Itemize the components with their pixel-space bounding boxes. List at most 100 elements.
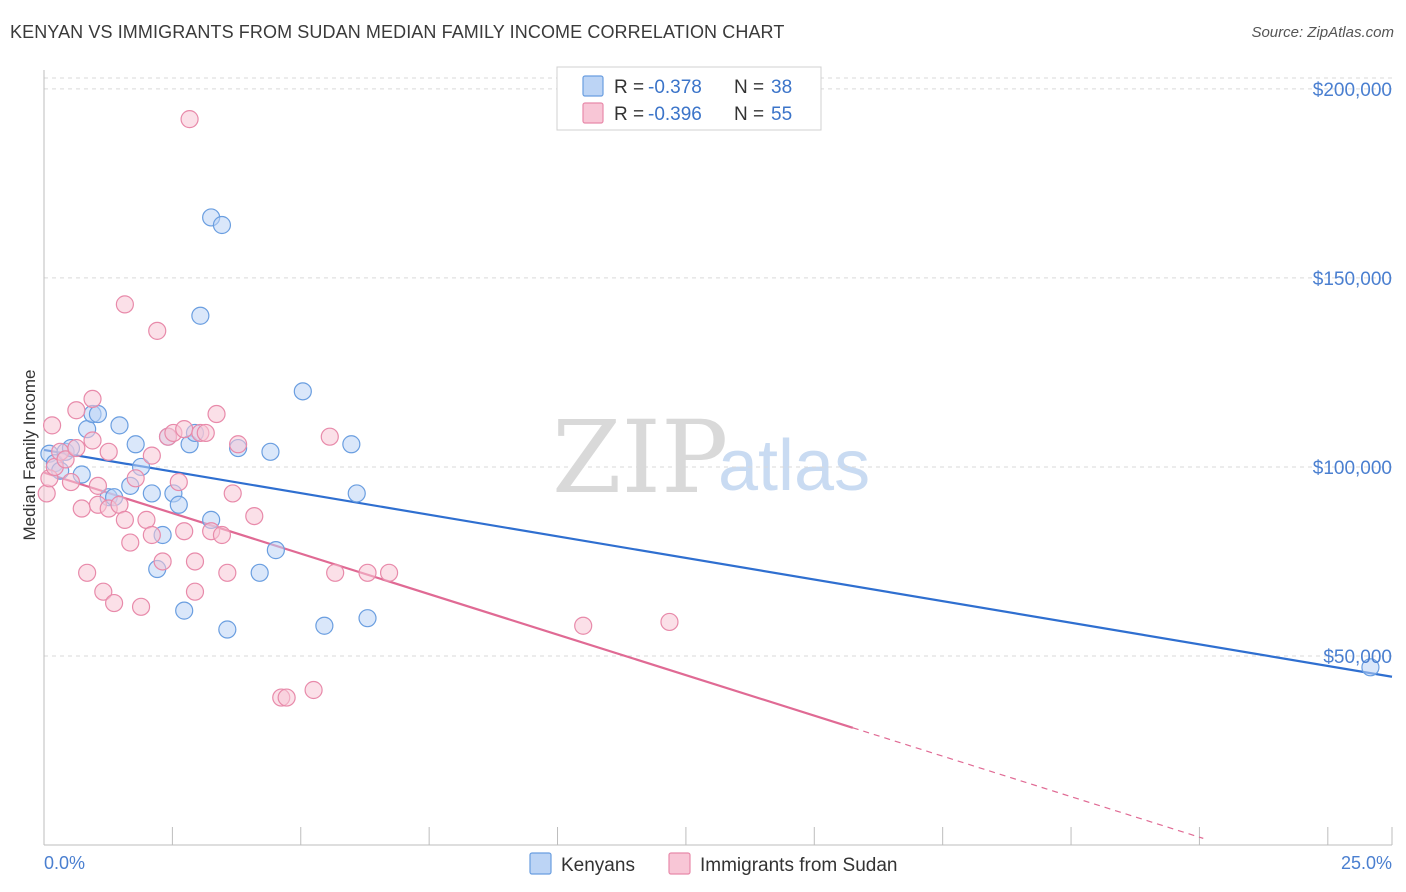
sudan-point-54 <box>574 616 593 635</box>
kenyan-point-38 <box>1361 658 1380 677</box>
series-label-sudan: Immigrants from Sudan <box>700 855 897 876</box>
sudan-point-19 <box>110 495 129 514</box>
trend-lines <box>43 448 1393 839</box>
y-tick-label-2: $150,000 <box>1313 269 1392 290</box>
sudan-point-45 <box>229 435 248 454</box>
sudan-point-29 <box>153 552 172 571</box>
watermark: ZIP atlas <box>552 399 870 516</box>
kenyan-point-31 <box>261 442 280 461</box>
legend-r-value-2: -0.396 <box>648 104 702 125</box>
tick-labels: $50,000 $100,000 $150,000 $200,000 0.0% 25.0% <box>44 80 1392 873</box>
sudan-point-55 <box>660 612 679 632</box>
kenyan-point-30 <box>250 563 269 582</box>
sudan-point-2 <box>42 416 62 435</box>
kenyan-point-11 <box>110 416 129 435</box>
legend-n-label-2: N = <box>734 104 764 125</box>
data-points <box>37 110 1380 707</box>
sudan-point-35 <box>180 110 199 129</box>
sudan-point-18 <box>104 593 124 613</box>
kenyan-point-27 <box>212 215 232 235</box>
legend-n-value-2: 55 <box>771 104 792 125</box>
sudan-point-51 <box>326 563 345 582</box>
sudan-point-7 <box>67 438 86 458</box>
sudan-point-12 <box>83 389 102 409</box>
watermark-zip: ZIP <box>552 399 728 516</box>
kenyan-point-33 <box>293 382 312 401</box>
stats-legend: R = -0.378 N = 38 R = -0.396 N = 55 <box>556 66 822 131</box>
y-tick-label-3: $200,000 <box>1313 80 1392 101</box>
sudan-point-42 <box>212 525 232 545</box>
sudan-point-27 <box>142 446 161 465</box>
watermark-atlas: atlas <box>718 426 870 506</box>
sudan-point-33 <box>175 522 194 541</box>
sudan-point-23 <box>126 469 145 488</box>
kenyan-point-21 <box>175 601 194 620</box>
sudan-point-49 <box>304 680 323 700</box>
y-tick-label-0: $50,000 <box>1323 647 1392 668</box>
legend-r-label-1: R = <box>614 77 644 98</box>
gridlines <box>44 77 1392 657</box>
kenyan-point-34 <box>315 616 334 635</box>
kenyan-point-15 <box>142 484 161 503</box>
sudan-point-41 <box>207 404 226 424</box>
sudan-point-22 <box>121 533 140 552</box>
chart-title: KENYAN VS IMMIGRANTS FROM SUDAN MEDIAN F… <box>10 22 785 42</box>
sudan-point-32 <box>169 472 188 492</box>
sudan-point-28 <box>148 321 167 340</box>
sudan-point-52 <box>358 563 377 582</box>
kenyan-point-36 <box>347 484 366 503</box>
kenyan-point-37 <box>358 609 377 628</box>
series-swatch-kenyans <box>529 852 552 875</box>
legend-swatch-kenyans <box>582 75 604 97</box>
sudan-point-17 <box>99 442 118 461</box>
sudan-point-10 <box>78 563 97 582</box>
x-tick-label-0: 0.0% <box>44 853 85 873</box>
y-axis-label: Median Family Income <box>20 369 39 540</box>
kenyan-point-24 <box>191 306 210 325</box>
sudan-point-44 <box>223 484 242 503</box>
sudan-point-43 <box>218 563 237 582</box>
sudan-point-20 <box>115 295 134 314</box>
kenyan-point-35 <box>342 435 361 454</box>
sudan-point-24 <box>131 597 151 616</box>
sudan-point-26 <box>142 525 161 545</box>
sudan-point-53 <box>379 563 399 582</box>
kenyan-point-13 <box>126 435 145 454</box>
sudan-point-34 <box>175 420 194 439</box>
sudan-point-8 <box>67 401 86 420</box>
sudan-point-21 <box>115 510 134 529</box>
kenyan-point-8 <box>88 404 108 424</box>
sudan-point-36 <box>185 582 205 601</box>
legend-swatch-sudan <box>582 102 604 124</box>
sudan-point-46 <box>245 506 264 526</box>
sudan-trend-extension <box>852 727 1204 839</box>
source-label: Source: ZipAtlas.com <box>1251 24 1394 41</box>
kenyan-point-28 <box>218 620 237 639</box>
sudan-point-25 <box>137 510 156 529</box>
sudan-point-15 <box>94 582 113 601</box>
y-tick-label-1: $100,000 <box>1313 458 1392 479</box>
sudan-point-11 <box>83 431 102 450</box>
sudan-point-9 <box>72 499 91 518</box>
legend-r-value-1: -0.378 <box>648 77 702 98</box>
sudan-point-6 <box>61 472 81 492</box>
sudan-point-0 <box>37 484 56 503</box>
sudan-point-48 <box>277 688 296 707</box>
series-label-kenyans: Kenyans <box>561 855 635 876</box>
sudan-point-37 <box>185 552 205 571</box>
sudan-point-39 <box>196 423 215 443</box>
legend-n-value-1: 38 <box>771 77 792 98</box>
legend-n-label-1: N = <box>734 77 764 98</box>
sudan-point-5 <box>56 450 75 469</box>
kenyan-point-20 <box>169 495 188 514</box>
sudan-point-50 <box>320 427 339 446</box>
kenyan-trend-line <box>43 448 1393 678</box>
x-tick-label-1: 25.0% <box>1341 853 1392 873</box>
series-swatch-sudan <box>668 852 691 875</box>
sudan-trend-line <box>43 471 854 729</box>
sudan-point-14 <box>88 476 108 495</box>
legend-r-label-2: R = <box>614 104 644 125</box>
series-legend: Kenyans Immigrants from Sudan <box>529 852 897 876</box>
kenyan-point-32 <box>266 541 285 560</box>
